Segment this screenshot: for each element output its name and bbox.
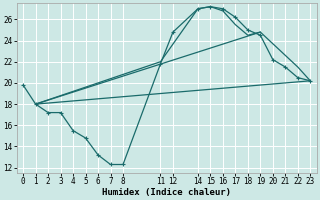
- X-axis label: Humidex (Indice chaleur): Humidex (Indice chaleur): [102, 188, 231, 197]
